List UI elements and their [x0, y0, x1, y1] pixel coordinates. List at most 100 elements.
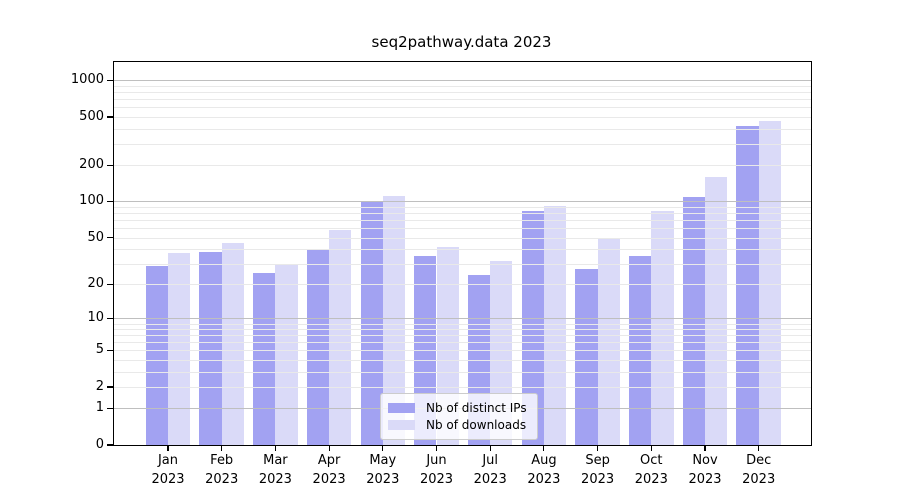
bar-distinct-ips	[253, 273, 276, 445]
y-tick-label: 20	[87, 276, 104, 292]
y-tick-label: 500	[79, 108, 104, 124]
bar-downloads	[329, 229, 352, 445]
x-tick-mark	[543, 445, 545, 451]
x-tick-label-year: 2023	[419, 472, 454, 487]
x-tick-mark	[489, 445, 491, 451]
y-tick-mark	[107, 236, 114, 239]
bar-distinct-ips	[306, 249, 330, 445]
x-tick-mark	[597, 445, 599, 451]
gridline-minor	[114, 107, 811, 109]
x-tick-label-year: 2023	[742, 472, 776, 487]
x-tick-label-month: Sep	[585, 453, 610, 468]
x-tick-label-month: Jan	[157, 453, 179, 468]
x-tick-mark	[221, 445, 223, 451]
chart-title: seq2pathway.data 2023	[371, 33, 552, 51]
x-tick-label-year: 2023	[634, 472, 668, 487]
gridline-minor	[114, 387, 811, 389]
x-tick-label: Sep 2023	[568, 451, 628, 489]
x-tick-mark	[274, 445, 276, 451]
gridline-minor	[114, 92, 811, 94]
bar-downloads	[543, 206, 567, 445]
bar-downloads	[705, 176, 728, 445]
gridline-minor	[114, 99, 811, 101]
x-tick-label-month: Jul	[482, 453, 499, 468]
y-tick-mark	[107, 386, 114, 388]
x-tick-label-year: 2023	[205, 472, 239, 487]
gridline-minor	[114, 143, 811, 145]
legend-swatch-distinct-ips	[388, 403, 415, 413]
legend-swatch-downloads	[388, 420, 415, 430]
y-tick-mark	[107, 349, 114, 352]
x-tick-label-month: Oct	[640, 453, 663, 468]
x-tick-label-year: 2023	[151, 472, 185, 487]
gridline-minor	[114, 249, 811, 251]
x-tick-label-year: 2023	[688, 472, 722, 487]
gridline-minor	[114, 335, 811, 337]
gridline-minor	[114, 228, 811, 230]
y-tick-mark	[107, 164, 114, 166]
legend-row-downloads: Nb of downloads	[388, 417, 527, 433]
y-tick-mark	[107, 283, 114, 285]
bar-downloads	[382, 195, 406, 445]
gridline-minor	[114, 116, 811, 118]
y-tick-mark	[107, 444, 114, 446]
x-tick-label: Mar 2023	[245, 451, 305, 489]
bar-downloads	[597, 237, 620, 445]
legend-row-distinct-ips: Nb of distinct IPs	[388, 400, 527, 416]
x-tick-label-year: 2023	[527, 472, 561, 487]
x-tick-label: Jan 2023	[138, 451, 198, 489]
gridline-minor	[114, 206, 811, 208]
x-tick-label-year: 2023	[581, 472, 615, 487]
gridline-minor	[114, 342, 811, 344]
gridline-minor	[114, 360, 811, 362]
bar-downloads	[275, 263, 298, 445]
gridline-minor	[114, 237, 811, 239]
y-tick-label: 1000	[70, 72, 104, 88]
x-tick-label: Aug 2023	[514, 451, 574, 489]
bar-distinct-ips	[575, 269, 598, 445]
x-tick-label-year: 2023	[312, 472, 346, 487]
bar-downloads	[651, 211, 674, 445]
gridline-minor	[114, 284, 811, 286]
y-tick-mark	[107, 407, 114, 409]
bar-distinct-ips	[199, 251, 222, 445]
x-tick-label: Oct 2023	[621, 451, 681, 489]
y-tick-label: 0	[95, 437, 104, 452]
gridline-minor	[114, 128, 811, 130]
y-tick-mark	[107, 116, 114, 118]
gridline-minor	[114, 86, 811, 87]
x-tick-label-year: 2023	[366, 472, 400, 487]
y-tick-label: 1	[95, 400, 104, 416]
y-tick-label: 100	[79, 193, 104, 209]
plot-area: Nb of distinct IPs Nb of downloads Jan 20…	[71, 61, 812, 487]
gridline-minor	[114, 350, 811, 352]
gridline-major	[114, 318, 811, 320]
x-tick-label-month: Dec	[746, 453, 772, 468]
x-tick-label: Jun 2023	[407, 451, 467, 489]
x-tick-label: Feb 2023	[192, 451, 252, 489]
legend-label-distinct-ips: Nb of distinct IPs	[426, 401, 527, 415]
gridline-minor	[114, 165, 811, 167]
x-tick-label-month: Feb	[210, 453, 234, 468]
x-tick-label-year: 2023	[473, 472, 507, 487]
x-tick-label: May 2023	[353, 451, 413, 489]
y-tick-label: 50	[87, 229, 104, 245]
legend: Nb of distinct IPs Nb of downloads	[380, 393, 538, 440]
x-tick-mark	[382, 445, 384, 451]
gridline-minor	[114, 213, 811, 215]
x-tick-label: Dec 2023	[729, 451, 789, 489]
x-tick-mark	[435, 445, 438, 451]
x-tick-label-month: Apr	[317, 453, 341, 468]
y-tick-label: 10	[87, 310, 104, 326]
gridline-minor	[114, 329, 811, 331]
bar-downloads	[758, 121, 781, 445]
y-tick-mark	[107, 79, 114, 82]
x-tick-label-month: May	[369, 453, 397, 468]
bar-distinct-ips	[682, 196, 705, 445]
bar-distinct-ips	[736, 126, 759, 445]
x-tick-label-month: Nov	[692, 453, 718, 468]
bar-distinct-ips	[145, 265, 168, 445]
gridline-minor	[114, 263, 811, 265]
x-tick-mark	[167, 445, 169, 451]
